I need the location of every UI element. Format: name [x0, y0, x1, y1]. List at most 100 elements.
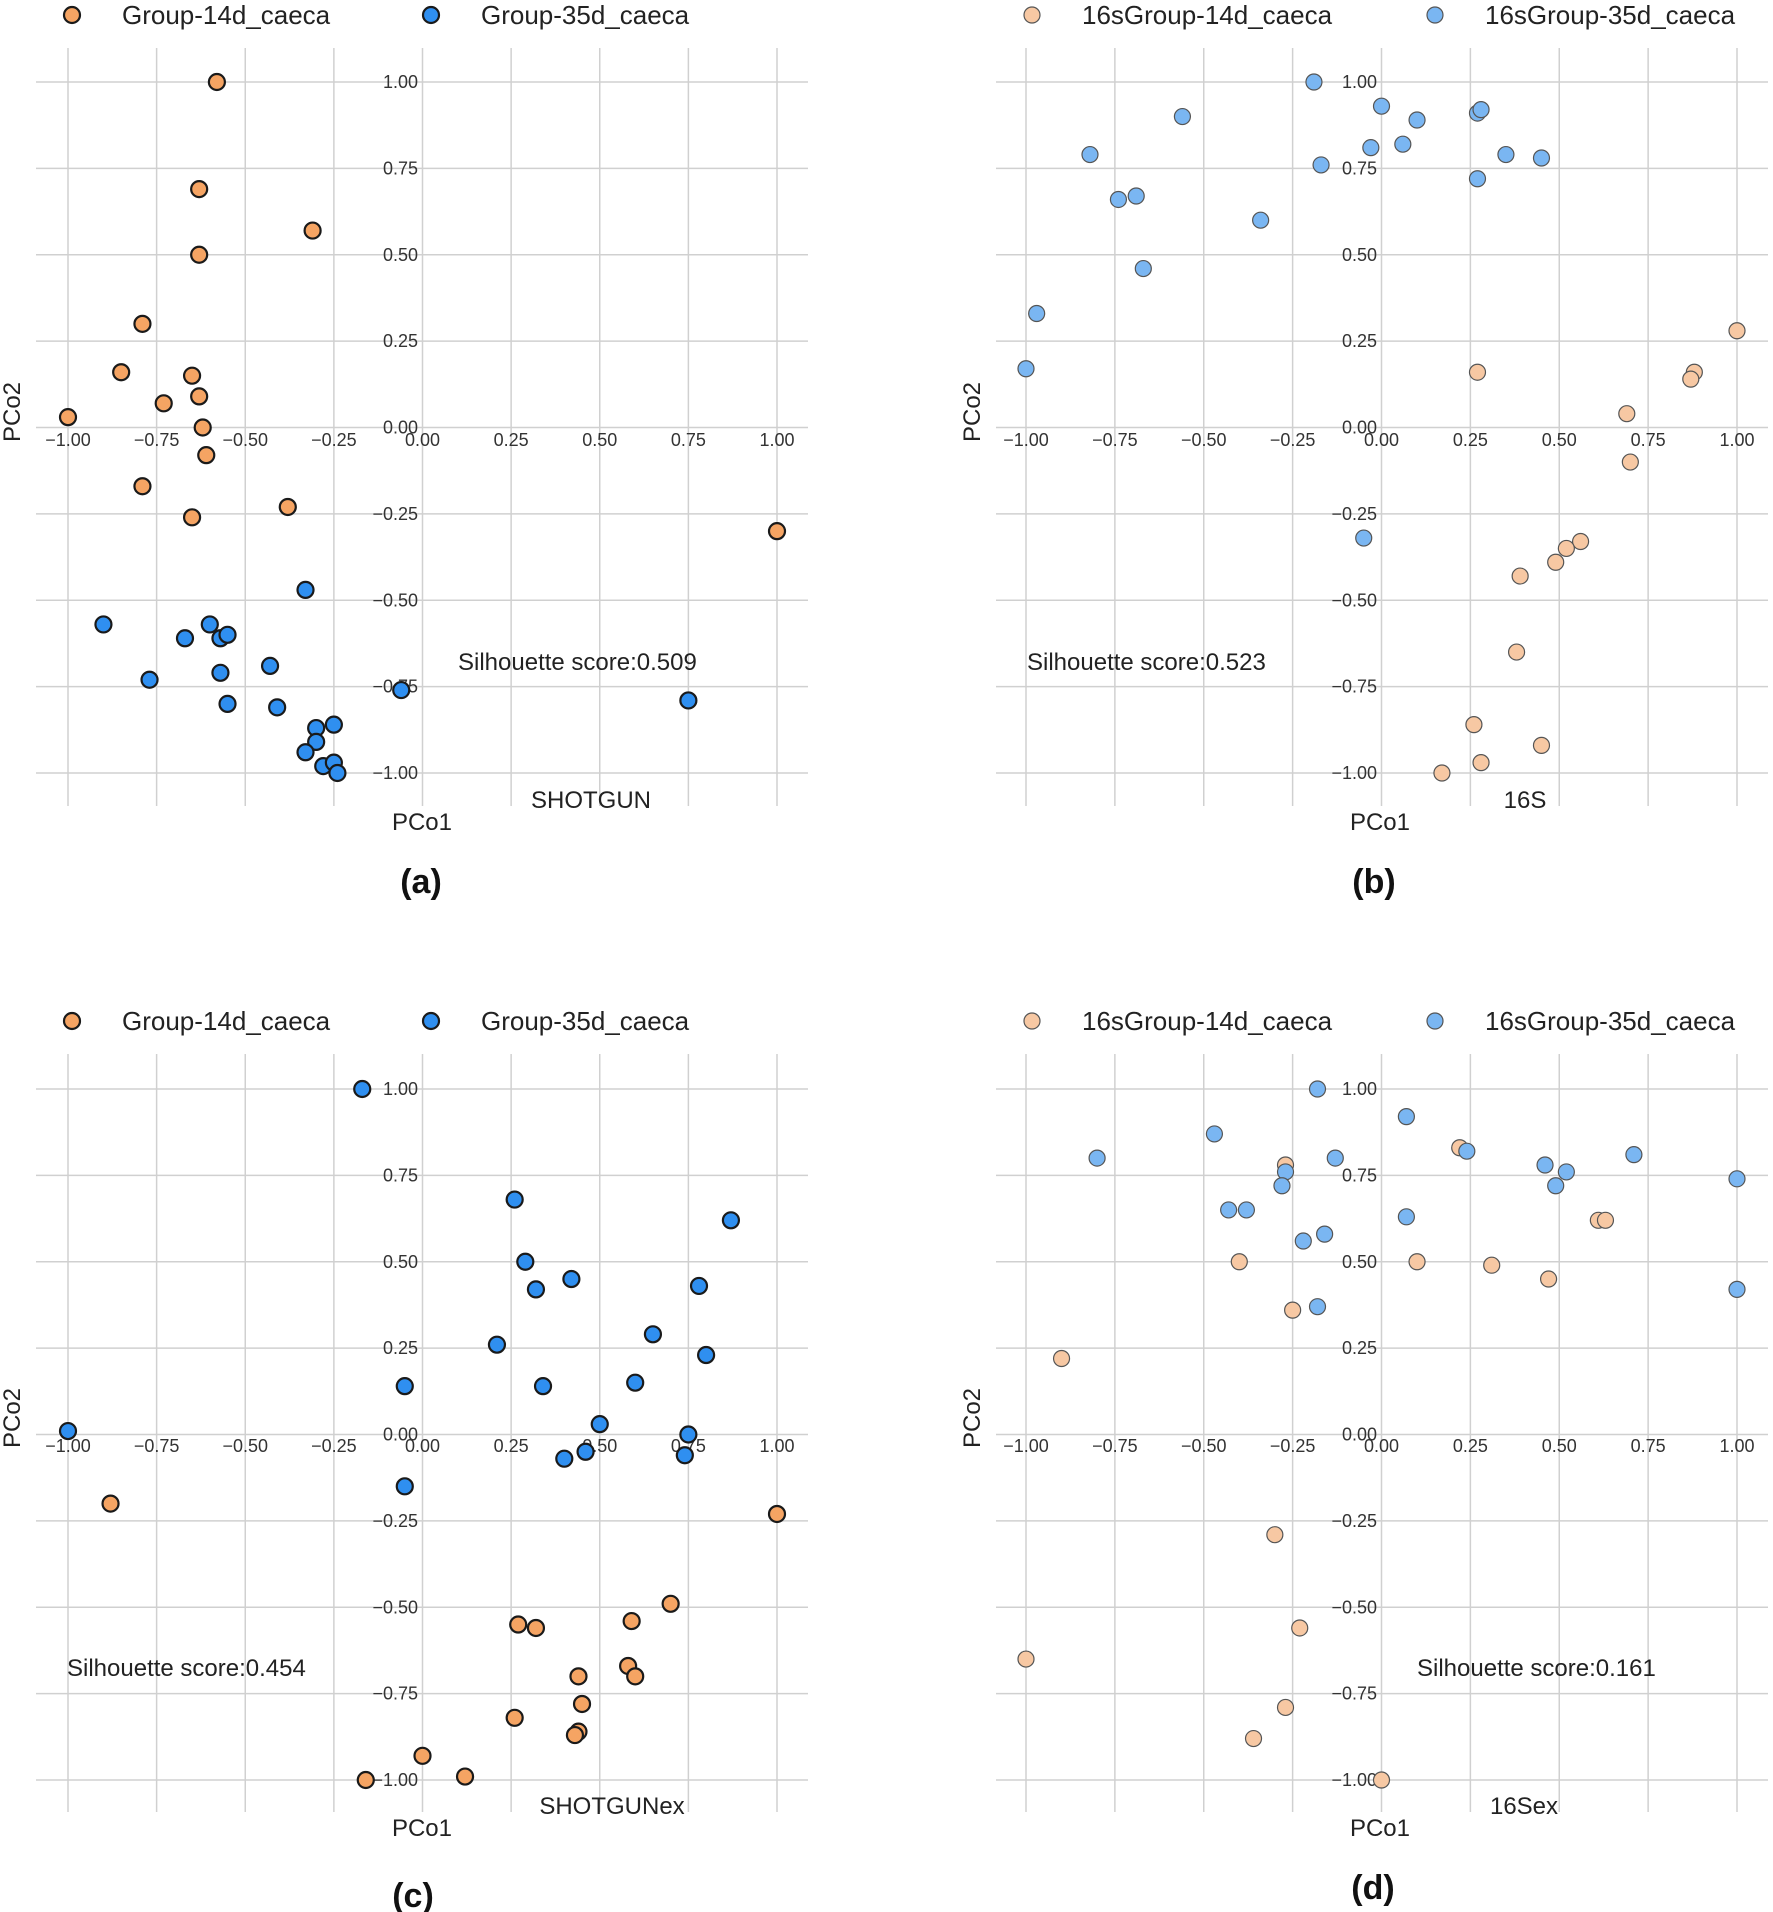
data-point	[562, 1269, 581, 1289]
data-point	[1728, 1170, 1746, 1188]
x-tick-label: −0.25	[1270, 1436, 1316, 1456]
x-tick-label: 0.25	[494, 1436, 529, 1456]
data-point	[328, 763, 347, 783]
data-point	[1539, 1270, 1558, 1288]
data-point	[679, 1425, 698, 1444]
y-tick-label: 0.75	[1342, 158, 1377, 178]
data-point	[1557, 1163, 1575, 1181]
data-point	[193, 418, 212, 437]
x-axis-label: PCo1	[1350, 1815, 1410, 1842]
legend-marker	[421, 5, 441, 25]
grid	[36, 48, 808, 806]
panel-3: −1.00 −1.00 −0.75 −0.75 −0.50 −0.50 −0.25 −0.25…	[0, 1006, 808, 1912]
data-point	[1408, 111, 1426, 129]
data-point	[303, 221, 322, 240]
y-tick-label: 0.00	[383, 418, 418, 438]
data-point	[1472, 754, 1490, 772]
y-axis-label: PCo2	[959, 1388, 986, 1448]
data-point	[1230, 1253, 1248, 1271]
data-point	[1017, 360, 1035, 378]
x-tick-label: 1.00	[1719, 1436, 1754, 1456]
y-tick-label: 0.75	[1342, 1165, 1377, 1185]
data-point	[1408, 1253, 1426, 1271]
data-point	[1372, 1771, 1391, 1789]
data-point	[1547, 1177, 1565, 1195]
y-tick-label: 0.25	[1342, 331, 1377, 351]
data-point	[1134, 259, 1152, 278]
panel-label: (a)	[400, 863, 442, 901]
data-point	[576, 1442, 595, 1461]
series-1	[1433, 322, 1746, 782]
y-tick-label: −0.50	[1331, 1597, 1377, 1617]
series-1	[58, 72, 787, 541]
data-point	[1458, 1142, 1476, 1160]
data-point	[533, 1377, 553, 1396]
y-tick-label: −0.25	[1331, 1511, 1377, 1531]
y-tick-label: 0.50	[383, 1252, 418, 1272]
data-point	[1305, 73, 1323, 91]
data-point	[1465, 716, 1483, 734]
data-point	[679, 691, 698, 710]
legend-marker	[62, 1011, 82, 1031]
data-point	[1571, 532, 1590, 551]
data-point	[307, 732, 326, 752]
y-tick-label: 0.00	[1342, 418, 1377, 438]
x-tick-label: 1.00	[759, 430, 794, 450]
data-point	[1433, 764, 1451, 782]
series-1	[1017, 1139, 1615, 1789]
chart-title: SHOTGUNex	[539, 1793, 684, 1820]
data-point	[1547, 553, 1565, 571]
series-1	[101, 1494, 787, 1790]
data-point	[1596, 1211, 1615, 1229]
legend-label: Group-35d_caeca	[481, 0, 690, 30]
chart-title: SHOTGUN	[531, 787, 651, 814]
y-tick-label: −0.50	[1331, 590, 1377, 610]
legend-label: Group-14d_caeca	[122, 0, 331, 30]
data-point	[689, 1276, 709, 1296]
data-point	[190, 245, 209, 264]
data-point	[1326, 1149, 1344, 1167]
data-point	[392, 680, 411, 700]
x-tick-label: −0.50	[222, 430, 268, 450]
y-tick-label: −1.00	[372, 763, 418, 783]
data-point	[1397, 1208, 1415, 1226]
data-point	[1511, 567, 1529, 585]
y-tick-label: −0.75	[372, 1684, 418, 1704]
x-tick-label: 0.00	[405, 430, 440, 450]
x-tick-label: 0.25	[494, 430, 529, 450]
data-point	[133, 314, 152, 333]
data-point	[1728, 322, 1746, 340]
data-point	[190, 387, 209, 406]
data-point	[1355, 529, 1373, 547]
y-tick-label: 0.75	[383, 1165, 418, 1185]
data-point	[260, 656, 280, 675]
y-tick-label: 0.25	[383, 1338, 418, 1358]
data-point	[1252, 211, 1270, 229]
panel-label: (d)	[1351, 1869, 1394, 1907]
data-point	[218, 694, 237, 714]
y-tick-label: −0.25	[372, 504, 418, 524]
legend-label: Group-14d_caeca	[122, 1006, 331, 1036]
x-axis-label: PCo1	[392, 809, 452, 836]
data-point	[1284, 1301, 1302, 1319]
silhouette-annotation: Silhouette score:0.523	[1027, 649, 1266, 676]
data-point	[455, 1767, 475, 1786]
x-axis-label: PCo1	[392, 1815, 452, 1842]
data-point	[767, 1504, 787, 1524]
x-tick-label: −0.75	[1092, 430, 1138, 450]
data-point	[356, 1770, 375, 1790]
data-point	[211, 663, 230, 682]
data-point	[505, 1190, 524, 1209]
panel-4: −1.00 −1.00 −0.75 −0.75 −0.50 −0.50 −0.25 −0.25…	[959, 1006, 1768, 1907]
x-tick-label: 1.00	[759, 1436, 794, 1456]
silhouette-annotation: Silhouette score:0.454	[67, 1655, 306, 1682]
y-tick-label: 0.00	[383, 1425, 418, 1445]
data-point	[395, 1477, 414, 1496]
x-tick-label: 0.50	[582, 430, 617, 450]
x-tick-label: −0.25	[1270, 430, 1316, 450]
y-tick-label: −1.00	[1331, 1770, 1377, 1790]
x-tick-label: 1.00	[1719, 430, 1754, 450]
data-point	[1536, 1156, 1554, 1174]
data-point	[190, 180, 209, 199]
data-point	[1497, 145, 1515, 164]
